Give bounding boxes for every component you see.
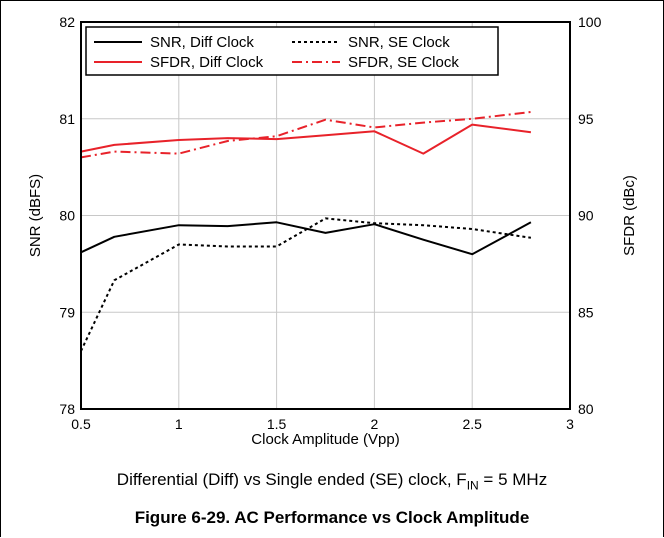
chart-caption: Differential (Diff) vs Single ended (SE)… bbox=[0, 470, 664, 492]
y-tick-label-right: 85 bbox=[578, 304, 594, 320]
grid-lines bbox=[81, 22, 570, 409]
legend-label-3: SFDR, Diff Clock bbox=[150, 54, 264, 71]
legend-box bbox=[85, 26, 499, 76]
caption-subscript: IN bbox=[466, 478, 479, 493]
x-tick-label: 3 bbox=[566, 416, 574, 432]
legend: SNR, Diff Clock SNR, SE Clock SFDR, Diff C… bbox=[85, 26, 499, 76]
chart: 0.5 1 1.5 2 2.5 3 78 79 80 81 82 80 85 90 95 100 SNR (d… bbox=[27, 14, 638, 448]
x-tick-label: 2.5 bbox=[462, 416, 482, 432]
series-line-4 bbox=[80, 111, 532, 159]
y-tick-label-left: 81 bbox=[59, 111, 75, 127]
legend-label-1: SNR, Diff Clock bbox=[150, 34, 254, 51]
y-tick-label-right: 90 bbox=[578, 208, 594, 224]
plot-area-border bbox=[80, 21, 571, 410]
x-tick-label: 2 bbox=[371, 416, 379, 432]
series-layer bbox=[80, 111, 532, 352]
x-tick-label: 0.5 bbox=[71, 416, 91, 432]
y-tick-label-left: 82 bbox=[59, 14, 75, 30]
caption-prefix: Differential (Diff) vs Single ended (SE)… bbox=[116, 470, 467, 489]
y-tick-label-left: 78 bbox=[59, 401, 75, 417]
y-tick-label-left: 79 bbox=[59, 304, 75, 320]
y-tick-label-right: 95 bbox=[578, 111, 594, 127]
legend-label-2: SNR, SE Clock bbox=[348, 34, 450, 51]
y-axis-label-right: SFDR (dBc) bbox=[621, 175, 638, 256]
figure-title: Figure 6-29. AC Performance vs Clock Amp… bbox=[134, 508, 530, 527]
series-line-3 bbox=[80, 123, 532, 155]
x-axis-label: Clock Amplitude (Vpp) bbox=[251, 431, 399, 448]
y-tick-label-left: 80 bbox=[59, 208, 75, 224]
caption-suffix: = 5 MHz bbox=[478, 470, 548, 489]
tick-labels: 0.5 1 1.5 2 2.5 3 78 79 80 81 82 80 85 90 95 100 bbox=[59, 14, 601, 432]
y-tick-label-right: 100 bbox=[578, 14, 602, 30]
y-tick-label-right: 80 bbox=[578, 401, 594, 417]
series-line-1 bbox=[80, 221, 532, 256]
y-axis-label-left: SNR (dBFS) bbox=[27, 174, 44, 257]
series-line-2 bbox=[80, 217, 532, 352]
legend-label-4: SFDR, SE Clock bbox=[348, 54, 459, 71]
x-tick-label: 1 bbox=[175, 416, 183, 432]
x-tick-label: 1.5 bbox=[267, 416, 287, 432]
